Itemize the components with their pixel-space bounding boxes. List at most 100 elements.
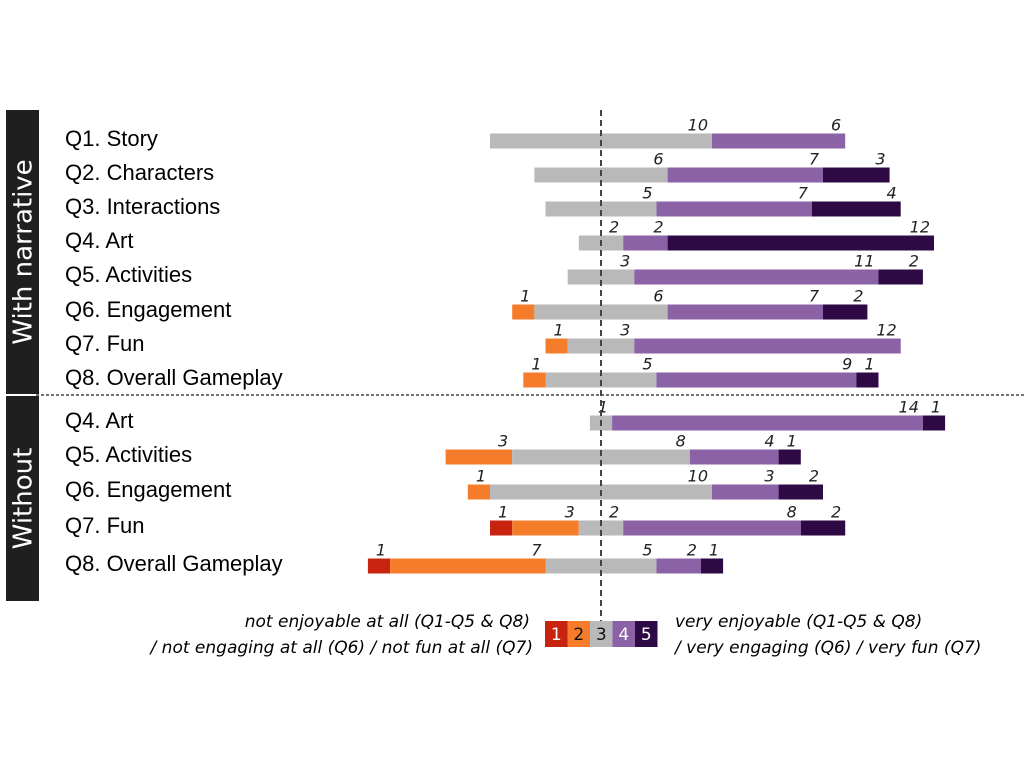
count-label: 3 [620, 252, 630, 271]
bar-segment-level-5 [922, 415, 946, 431]
bar-segment-level-1 [490, 520, 513, 536]
count-label: 9 [842, 355, 852, 374]
bar-segment-level-4 [667, 304, 823, 320]
bar-segment-level-4 [634, 269, 879, 285]
legend-key-3 [590, 621, 613, 647]
bar-segment-level-5 [778, 484, 823, 500]
bar-segment-level-4 [623, 520, 801, 536]
count-label: 12 [876, 321, 896, 340]
bar-segment-level-5 [811, 201, 901, 217]
count-label: 7 [809, 150, 820, 169]
legend-key-label: 1 [551, 625, 562, 645]
row-label: Q4. Art [65, 408, 133, 433]
count-label: 7 [809, 287, 820, 306]
bar-segment-level-4 [712, 484, 779, 500]
row-label: Q7. Fun [65, 331, 144, 356]
bar-segment-level-5 [700, 558, 724, 574]
bar-segment-level-5 [778, 449, 801, 465]
count-label: 5 [642, 184, 652, 203]
count-label: 11 [854, 252, 874, 271]
count-label: 2 [831, 503, 841, 522]
row-label: Q8. Overall Gameplay [65, 551, 283, 576]
count-label: 8 [787, 503, 797, 522]
count-label: 2 [909, 252, 919, 271]
count-label: 1 [376, 541, 386, 560]
row-label: Q6. Engagement [65, 477, 231, 502]
bar-segment-level-2 [390, 558, 546, 574]
legend-key-5 [635, 621, 658, 647]
row-label: Q7. Fun [65, 513, 144, 538]
row-label: Q6. Engagement [65, 297, 231, 322]
count-label: 3 [498, 432, 508, 451]
legend-key-label: 4 [618, 625, 629, 645]
count-label: 2 [653, 218, 663, 237]
bar-segment-level-5 [667, 235, 934, 251]
legend-left-line1: not enjoyable at all (Q1-Q5 & Q8) [245, 612, 530, 632]
count-label: 1 [787, 432, 797, 451]
count-label: 1 [598, 398, 608, 417]
count-label: 1 [554, 321, 564, 340]
legend-key-1 [545, 621, 568, 647]
count-label: 1 [498, 503, 508, 522]
bar-segment-level-4 [667, 167, 823, 183]
count-label: 8 [676, 432, 686, 451]
count-label: 3 [565, 503, 575, 522]
count-label: 2 [853, 287, 863, 306]
row-label: Q5. Activities [65, 262, 192, 287]
group-label-with-narrative: With narrative [9, 159, 39, 344]
bar-segment-level-5 [878, 269, 923, 285]
bar-segment-level-5 [823, 304, 868, 320]
bar-segment-level-5 [823, 167, 890, 183]
count-label: 10 [688, 116, 708, 135]
legend-key-label: 3 [596, 625, 607, 645]
legend-key-2 [567, 621, 590, 647]
count-label: 6 [653, 150, 663, 169]
bar-segment-level-2 [445, 449, 513, 465]
bar-segment-level-3 [578, 520, 624, 536]
bar-segment-level-4 [656, 558, 701, 574]
row-label: Q5. Activities [65, 442, 192, 467]
count-label: 7 [798, 184, 809, 203]
bar-segment-level-5 [800, 520, 846, 536]
bars [367, 133, 946, 574]
count-label: 14 [899, 398, 919, 417]
bar-segment-level-2 [523, 372, 546, 388]
count-label: 1 [864, 355, 874, 374]
bar-segment-level-4 [712, 133, 846, 149]
row-label: Q3. Interactions [65, 194, 220, 219]
group-bands: With narrative Without [6, 110, 39, 601]
count-label: 7 [531, 541, 542, 560]
row-labels: Q1. Story Q2. Characters Q3. Interactions Q… [65, 126, 283, 576]
bar-segment-level-4 [656, 372, 857, 388]
legend-right-line2: / very engaging (Q6) / very fun (Q7) [673, 638, 981, 658]
count-label: 4 [887, 184, 897, 203]
legend-key-label: 2 [573, 625, 584, 645]
group-label-without: Without [9, 448, 39, 550]
bar-segment-level-2 [512, 304, 535, 320]
bar-segment-level-2 [467, 484, 490, 500]
count-label: 1 [709, 541, 719, 560]
count-label: 6 [653, 287, 663, 306]
count-labels: 10 66 7 35 7 42 2 123 11 21 6 7 21 3 121 5 9 11 14 13 8 4 11 10… [376, 116, 941, 560]
bar-segment-level-3 [545, 201, 657, 217]
bar-segment-level-3 [567, 269, 635, 285]
row-label: Q1. Story [65, 126, 158, 151]
bar-segment-level-3 [512, 449, 690, 465]
legend-right-line1: very enjoyable (Q1-Q5 & Q8) [675, 612, 922, 632]
count-label: 2 [809, 467, 819, 486]
row-label: Q4. Art [65, 228, 133, 253]
count-label: 3 [620, 321, 630, 340]
count-label: 1 [476, 467, 486, 486]
count-label: 1 [520, 287, 530, 306]
legend-key-label: 5 [641, 625, 652, 645]
bar-segment-level-4 [623, 235, 668, 251]
count-label: 2 [609, 218, 619, 237]
count-label: 2 [609, 503, 619, 522]
bar-segment-level-2 [512, 520, 579, 536]
bar-segment-level-4 [634, 338, 901, 354]
row-label: Q2. Characters [65, 160, 214, 185]
bar-segment-level-1 [367, 558, 391, 574]
group-band-with-narrative [6, 110, 39, 394]
